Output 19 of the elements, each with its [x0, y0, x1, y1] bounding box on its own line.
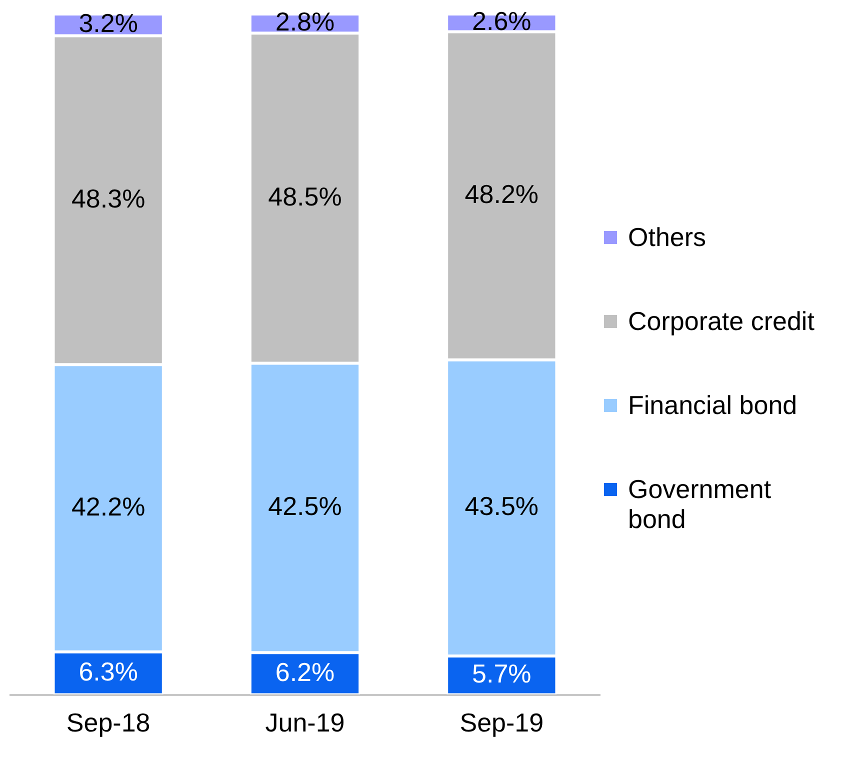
legend-label: Government bond — [628, 474, 772, 534]
data-label: 6.3% — [78, 656, 138, 687]
data-label: 42.2% — [71, 491, 146, 522]
data-label: 48.3% — [71, 183, 146, 214]
data-label: 5.7% — [472, 658, 532, 689]
legend-label: Corporate credit — [628, 306, 816, 336]
data-label: 48.5% — [268, 181, 342, 212]
legend-label: Financial bond — [628, 390, 798, 420]
legend-label: Others — [628, 222, 708, 252]
x-tick-label: Jun-19 — [265, 708, 345, 738]
data-label: 43.5% — [464, 491, 539, 522]
data-label: 48.2% — [464, 178, 539, 209]
data-label: 6.2% — [275, 656, 335, 687]
x-tick-label: Sep-19 — [460, 708, 544, 738]
data-label: 2.8% — [275, 6, 335, 37]
data-label: 3.2% — [78, 8, 138, 38]
x-tick-label: Sep-18 — [66, 708, 150, 738]
data-label: 42.5% — [268, 491, 342, 522]
data-label: 2.6% — [472, 6, 532, 36]
